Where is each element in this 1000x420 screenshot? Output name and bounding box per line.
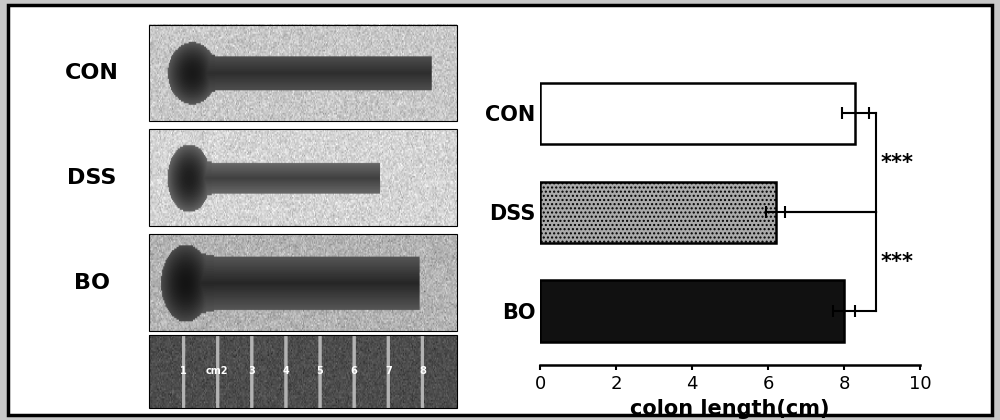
Text: DSS: DSS [67, 168, 116, 188]
Text: ***: *** [881, 252, 914, 272]
Text: CON: CON [65, 63, 119, 83]
Bar [540, 181, 776, 243]
Text: 4: 4 [282, 366, 289, 376]
FancyBboxPatch shape [8, 5, 992, 415]
Text: cm2: cm2 [206, 366, 228, 376]
Text: 3: 3 [248, 366, 255, 376]
X-axis label: colon length(cm): colon length(cm) [630, 399, 830, 419]
Text: 5: 5 [317, 366, 323, 376]
Text: 7: 7 [385, 366, 392, 376]
Bar [540, 83, 855, 144]
Text: BO: BO [74, 273, 110, 293]
Bar [540, 281, 844, 342]
Text: 8: 8 [419, 366, 426, 376]
Text: ***: *** [881, 153, 914, 173]
Text: 6: 6 [351, 366, 358, 376]
Text: 1: 1 [180, 366, 186, 376]
